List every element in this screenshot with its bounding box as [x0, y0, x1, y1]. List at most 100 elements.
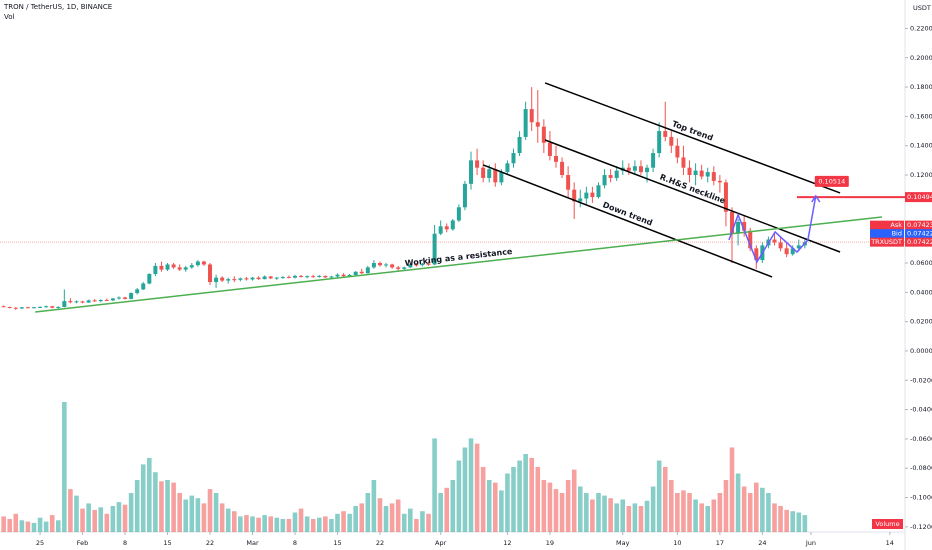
volume-bar	[377, 498, 383, 532]
badge-name-box	[870, 237, 904, 247]
candle-body	[469, 160, 474, 184]
volume-bar	[286, 519, 292, 532]
candle-body	[116, 297, 121, 299]
volume-bar	[529, 457, 535, 532]
candle-body	[262, 276, 267, 280]
candle-body	[572, 189, 577, 202]
candle-body	[371, 262, 376, 268]
candle-body	[359, 271, 364, 274]
candle-body	[226, 279, 231, 281]
candle-body	[129, 293, 134, 299]
x-tick-label: Mar	[246, 539, 259, 547]
candle-body	[784, 248, 789, 255]
candle-body	[31, 307, 36, 309]
volume-bar	[207, 489, 213, 532]
volume-bar	[256, 517, 261, 532]
candle-body	[7, 306, 12, 308]
volume-bar	[796, 512, 802, 532]
candle-body	[742, 221, 747, 231]
candle-body	[651, 153, 656, 168]
candle-body	[748, 230, 753, 249]
badge-value-box	[905, 229, 932, 239]
candle-body	[353, 271, 358, 276]
arrow-head	[811, 194, 821, 203]
x-tick-label: 15	[163, 539, 171, 547]
volume-bar	[49, 515, 55, 532]
volume-bar	[140, 464, 146, 532]
candle-body	[669, 136, 674, 146]
volume-bar	[790, 511, 796, 532]
volume-bar	[310, 519, 316, 532]
volume-bar	[735, 473, 741, 532]
volume-bar	[766, 493, 771, 532]
volume-bar	[153, 472, 158, 532]
y-tick-label: -0.10000	[910, 494, 932, 502]
volume-bar	[784, 509, 789, 532]
volume-bar	[687, 493, 692, 532]
candle-body	[663, 131, 668, 137]
volume-bar	[104, 513, 110, 532]
candle-body	[214, 277, 219, 283]
volume-bar	[753, 482, 759, 532]
volume-bar	[268, 516, 274, 532]
volume-bar	[408, 508, 413, 532]
volume-bar	[778, 506, 783, 532]
volume-bar	[747, 493, 753, 532]
x-tick-label: 8	[123, 539, 127, 547]
volume-bar	[353, 506, 358, 532]
candle-body	[208, 264, 213, 283]
volume-bar	[571, 469, 577, 532]
volume-bar	[541, 480, 547, 532]
candle-body	[723, 182, 728, 212]
volume-bar	[577, 486, 583, 532]
volume-bar	[650, 486, 656, 532]
candle-body	[717, 180, 722, 183]
candle-body	[687, 167, 692, 176]
volume-bar	[505, 473, 510, 532]
volume-bar	[110, 506, 116, 532]
candle-body	[256, 277, 261, 280]
volume-bar	[74, 495, 79, 532]
badge-name-box	[870, 229, 904, 239]
currency: USDT	[913, 4, 931, 12]
volume-bar	[395, 499, 401, 532]
candle-body	[705, 172, 710, 177]
volume-bar	[675, 493, 680, 532]
volume-bar	[638, 506, 644, 532]
indicator-name: Vol	[4, 13, 15, 21]
candle-body	[450, 220, 455, 230]
badge-value-box	[905, 220, 932, 230]
volume-bar	[116, 502, 122, 532]
volume-bar	[225, 508, 231, 532]
badge-value: 0.07422	[907, 238, 932, 246]
trend-line	[544, 82, 841, 194]
candle-body	[638, 166, 643, 173]
candle-body	[560, 161, 565, 176]
volume-bar	[7, 519, 13, 532]
candle-body	[323, 275, 328, 278]
volume-bar	[128, 493, 134, 532]
volume-bar	[122, 504, 128, 532]
badge-name-box	[870, 220, 904, 230]
candle-body	[305, 276, 310, 278]
candle-body	[535, 122, 540, 127]
candle-body	[517, 136, 522, 154]
x-tick-label: Jun	[805, 539, 816, 547]
volume-bar	[596, 493, 601, 532]
volume-bars	[1, 402, 808, 532]
volume-bar	[86, 503, 91, 532]
volume-bar	[1, 516, 6, 532]
volume-bar	[414, 519, 419, 532]
candle-body	[377, 262, 382, 266]
volume-bar	[681, 490, 686, 532]
candle-body	[493, 169, 498, 183]
volume-bar	[401, 513, 407, 532]
